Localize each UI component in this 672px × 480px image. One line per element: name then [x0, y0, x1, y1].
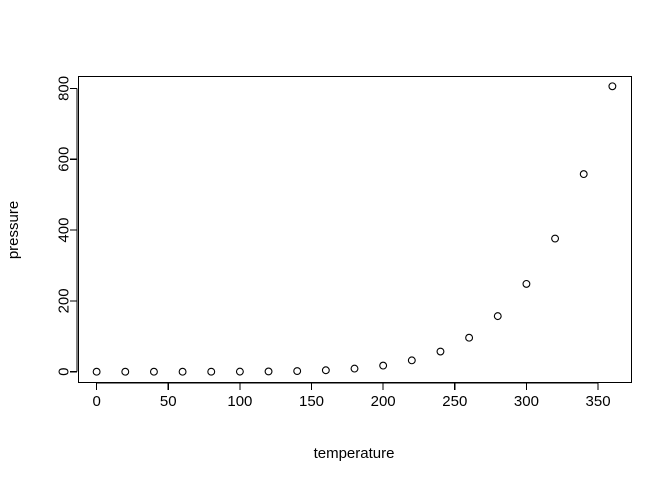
y-axis-title: pressure [5, 201, 22, 259]
data-point [92, 367, 101, 376]
y-axis-tick-label: 800 [56, 76, 73, 101]
x-axis-tick-label: 50 [160, 393, 177, 410]
data-point [293, 367, 302, 376]
data-point [465, 333, 474, 342]
data-point [379, 361, 388, 370]
data-points [92, 82, 617, 376]
x-axis-tick-label: 150 [299, 393, 324, 410]
data-point [493, 312, 502, 321]
data-point [579, 170, 588, 179]
y-axis-tick-label: 200 [56, 288, 73, 313]
data-point [264, 367, 273, 376]
x-axis-tick-label: 250 [442, 393, 467, 410]
y-axis-tick-label: 0 [56, 368, 73, 376]
data-point [207, 367, 216, 376]
x-axis: 0 50 100 150 200 250 300 350 [92, 382, 611, 410]
x-axis-tick-label: 100 [227, 393, 252, 410]
data-point [608, 82, 617, 91]
x-axis-tick-label: 0 [92, 393, 100, 410]
y-axis-tick-label: 600 [56, 147, 73, 172]
y-axis: 0 200 400 600 800 [56, 76, 78, 376]
x-axis-tick-label: 200 [371, 393, 396, 410]
data-point [350, 364, 359, 373]
data-point [436, 347, 445, 356]
data-point [121, 367, 130, 376]
x-axis-tick-label: 300 [514, 393, 539, 410]
data-point [551, 234, 560, 243]
data-point [407, 356, 416, 365]
data-point [522, 279, 531, 288]
x-axis-title: temperature [314, 445, 395, 462]
y-axis-tick-label: 400 [56, 218, 73, 243]
data-point [178, 367, 187, 376]
data-point [235, 367, 244, 376]
x-axis-tick-label: 350 [586, 393, 611, 410]
data-point [321, 366, 330, 375]
data-point [149, 367, 158, 376]
